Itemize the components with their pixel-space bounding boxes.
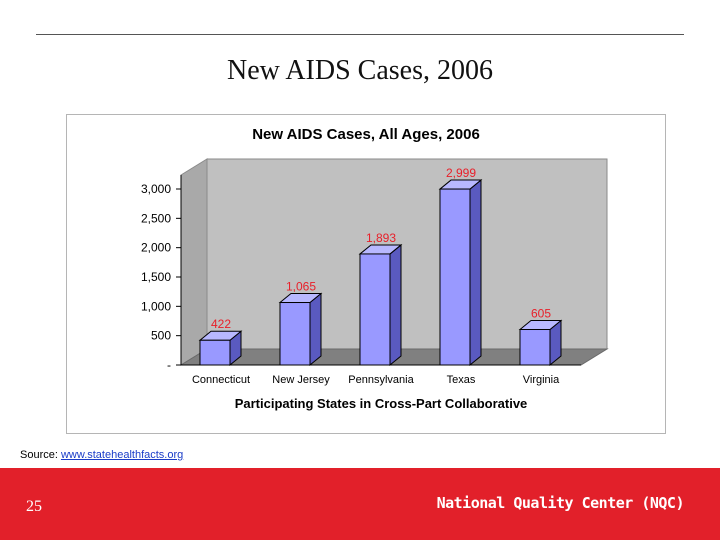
source-label: Source: (20, 449, 61, 461)
y-tick-label: - (167, 358, 171, 372)
y-tick-label: 2,500 (141, 211, 171, 225)
page-number: 25 (26, 498, 42, 515)
data-label: 1,065 (286, 280, 316, 294)
bar-side (389, 243, 402, 367)
source-note: Source: www.statehealthfacts.org (20, 449, 183, 461)
data-label: 1,893 (366, 231, 396, 245)
x-tick-label: Connecticut (192, 374, 250, 386)
bar (439, 188, 471, 366)
chart-frame: New AIDS Cases, All Ages, 2006 - 500 1,000 1… (66, 114, 666, 434)
top-rule (36, 34, 684, 35)
y-tick-label: 1,000 (141, 299, 171, 313)
y-tick-label: 2,000 (141, 241, 171, 255)
y-tick-label: 3,000 (141, 182, 171, 196)
x-axis-title: Participating States in Cross-Part Colla… (235, 396, 528, 411)
chart-title: New AIDS Cases, All Ages, 2006 (252, 126, 480, 143)
bar-chart: New AIDS Cases, All Ages, 2006 - 500 1,000 1… (141, 126, 609, 411)
x-tick-label: Pennsylvania (348, 374, 414, 386)
source-link[interactable]: www.statehealthfacts.org (60, 449, 184, 461)
bar-side (469, 179, 482, 367)
data-label: 2,999 (446, 166, 476, 180)
footer-band (0, 468, 720, 540)
x-tick-label: Virginia (523, 374, 560, 386)
bar (519, 329, 551, 366)
y-tick-label: 500 (151, 329, 171, 343)
x-tick-label: New Jersey (272, 374, 330, 386)
organization-logo-text: National Quality Center (NQC) (436, 494, 685, 512)
bar (199, 339, 231, 366)
bar-side (309, 292, 322, 367)
x-tick-label: Texas (447, 374, 476, 386)
bar (279, 302, 311, 366)
slide-title: New AIDS Cases, 2006 (227, 55, 493, 86)
data-label: 422 (211, 317, 231, 331)
y-tick-label: 1,500 (141, 270, 171, 284)
data-label: 605 (531, 307, 551, 321)
plot-side-wall (180, 158, 208, 366)
bar (359, 253, 391, 366)
